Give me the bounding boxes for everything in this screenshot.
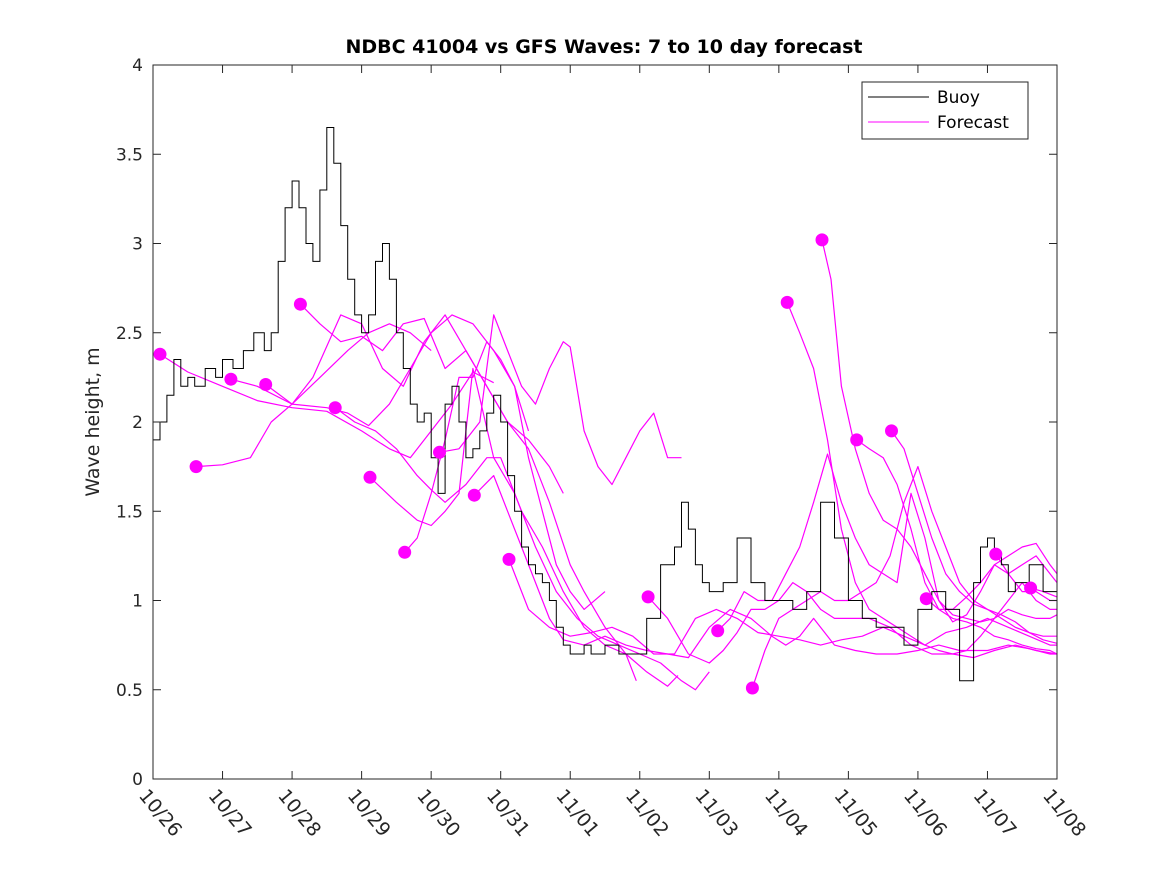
legend-forecast-label: Forecast (937, 113, 1009, 133)
forecast-start-marker-15 (780, 295, 794, 309)
forecast-start-marker-20 (989, 547, 1003, 561)
forecast-line-16 (821, 239, 1058, 623)
y-tick-label: 0.5 (116, 681, 143, 701)
forecast-line-15 (786, 302, 1057, 655)
y-tick-label: 1.5 (116, 502, 143, 522)
forecast-start-marker-2 (189, 460, 203, 474)
forecast-start-marker-5 (293, 297, 307, 311)
forecast-line-4 (265, 314, 564, 494)
y-tick-label: 4 (132, 56, 143, 76)
y-tick-label: 1 (132, 592, 143, 612)
forecast-line-12 (647, 581, 1058, 664)
forecast-line-7 (369, 367, 710, 691)
forecast-line-14 (751, 466, 1057, 689)
forecast-line-13 (717, 453, 1058, 632)
forecast-start-marker-7 (363, 470, 377, 484)
forecast-line-11 (508, 559, 1057, 655)
forecast-start-marker-4 (259, 378, 273, 391)
forecast-start-marker-8 (398, 545, 412, 559)
chart-title: NDBC 41004 vs GFS Waves: 7 to 10 day for… (345, 36, 862, 58)
forecast-start-marker-16 (815, 233, 829, 247)
forecast-line-8 (404, 341, 606, 611)
forecast-start-marker-19 (919, 592, 933, 606)
legend-buoy-label: Buoy (937, 88, 980, 108)
y-tick-label: 3 (132, 235, 143, 255)
forecast-start-marker-6 (328, 401, 342, 415)
y-axis-label: Wave height, m (82, 347, 104, 496)
forecast-start-marker-13 (711, 624, 725, 638)
forecast-start-marker-11 (502, 552, 516, 566)
forecast-start-marker-3 (224, 372, 238, 386)
y-tick-label: 3.5 (116, 145, 143, 165)
y-tick-label: 2.5 (116, 324, 143, 344)
forecast-line-9 (439, 314, 682, 486)
forecast-start-marker-9 (433, 445, 446, 459)
y-tick-label: 0 (132, 770, 143, 790)
forecast-start-marker-18 (885, 424, 898, 438)
forecast-start-marker-12 (641, 590, 655, 604)
legend: Buoy Forecast (861, 81, 1029, 140)
y-tick-label: 2 (132, 413, 143, 433)
buoy-line (153, 127, 1058, 682)
forecast-line-10 (473, 475, 1057, 659)
forecast-start-marker-1 (153, 347, 167, 361)
legend-box (861, 81, 1029, 140)
forecast-start-marker-14 (745, 681, 759, 695)
forecast-start-marker-21 (1024, 581, 1038, 595)
forecast-start-marker-17 (850, 433, 864, 447)
forecast-start-marker-10 (467, 488, 481, 502)
